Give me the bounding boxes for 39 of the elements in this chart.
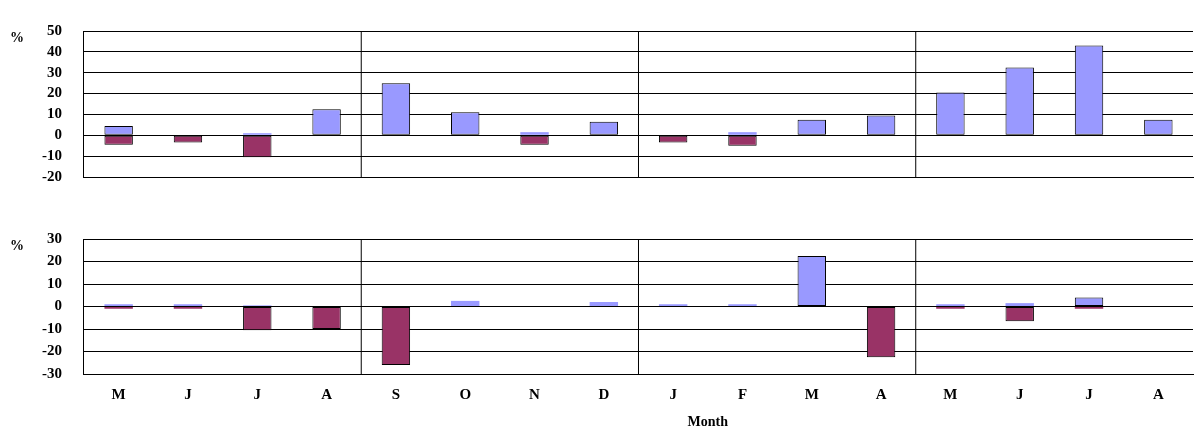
x-tick-label: D [598, 385, 610, 402]
y-tick-label: 10 [47, 274, 62, 291]
y-tick-label: 30 [47, 63, 62, 80]
x-tick-label: M [111, 385, 126, 402]
x-tick-label: J [1015, 385, 1024, 402]
x-tick-label: O [459, 385, 472, 402]
x-tick-label: J [669, 385, 678, 402]
y-tick-label: 0 [54, 297, 62, 314]
y-tick-label: 20 [47, 252, 62, 269]
x-axis-title: Month [687, 413, 729, 429]
y-tick-label: 30 [47, 229, 62, 246]
y-tick-label: 40 [47, 42, 62, 59]
x-tick-label: J [253, 385, 262, 402]
bar [520, 132, 549, 135]
x-tick-label: J [1085, 385, 1094, 402]
y-tick-label: -10 [42, 147, 62, 164]
x-tick-label: M [943, 385, 958, 402]
y-tick-label: 0 [54, 126, 62, 143]
bar [451, 300, 480, 306]
x-tick-label: F [737, 385, 748, 402]
y-tick-label: 20 [47, 84, 62, 101]
x-tick-label: A [875, 385, 887, 402]
x-tick-label: S [391, 385, 401, 402]
y-tick-label: 50 [47, 21, 62, 38]
y-tick-label: -20 [42, 342, 62, 359]
bar [589, 302, 619, 306]
x-tick-label: M [804, 385, 819, 402]
x-tick-label: N [529, 385, 541, 402]
y-tick-label: -20 [42, 167, 62, 184]
y-axis-title: % [10, 29, 24, 45]
y-tick-label: -30 [42, 364, 62, 381]
x-tick-label: A [321, 385, 333, 402]
bar [1005, 303, 1034, 306]
x-tick-label: A [1152, 385, 1164, 402]
y-tick-label: 10 [47, 105, 62, 122]
x-tick-label: J [184, 385, 193, 402]
bar [728, 132, 757, 135]
y-axis-title: % [10, 237, 24, 253]
y-tick-label: -10 [42, 319, 62, 336]
